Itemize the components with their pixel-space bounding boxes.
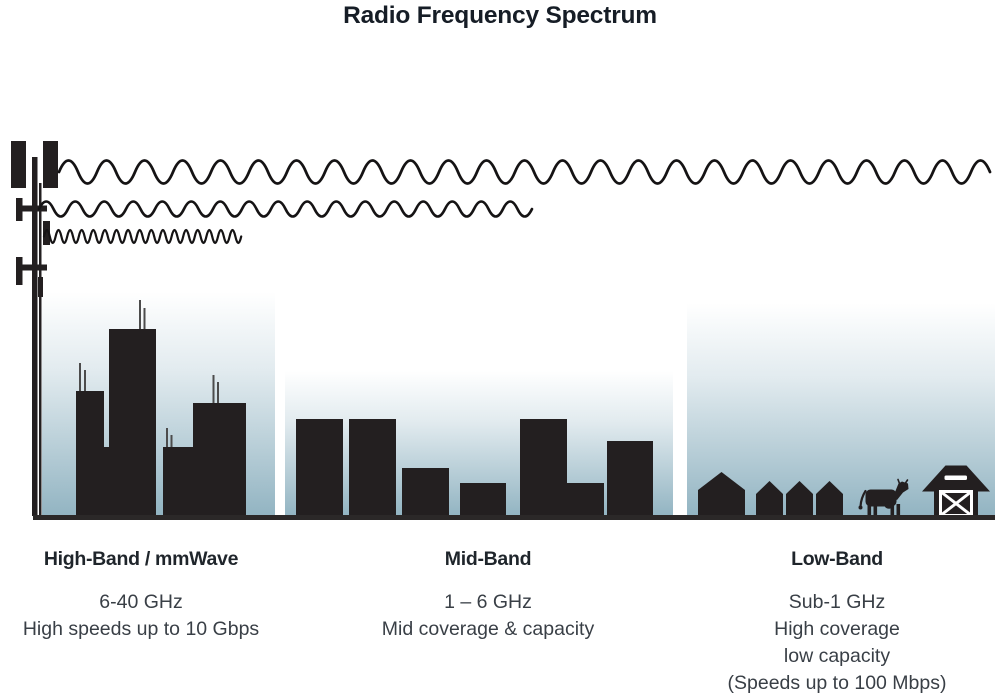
- ground-line: [33, 515, 995, 520]
- high-band-city-buildings: [76, 300, 246, 516]
- high-band-heading: High-Band / mmWave: [43, 548, 239, 570]
- low-band-description: low capacity: [783, 645, 891, 667]
- mid-band-wave-icon: [37, 200, 534, 218]
- page-title: Radio Frequency Spectrum: [343, 2, 657, 29]
- barn-icon: [922, 465, 990, 517]
- high-band-description: High speeds up to 10 Gbps: [22, 618, 260, 640]
- low-band-label-block: Low-Band Sub-1 GHz High coverage low cap…: [728, 548, 947, 697]
- low-band-frequency: Sub-1 GHz: [788, 591, 886, 613]
- cow-icon: [858, 478, 909, 518]
- low-band-description: High coverage: [774, 618, 900, 640]
- high-band-label-block: High-Band / mmWave 6-40 GHz High speeds …: [23, 548, 259, 643]
- mid-band-description: Mid coverage & capacity: [381, 618, 595, 640]
- low-band-rural-scene: [698, 465, 990, 518]
- mid-band-buildings: [296, 419, 653, 516]
- cell-tower-icon: [11, 141, 58, 516]
- low-band-wave-icon: [57, 159, 992, 185]
- house-icon: [698, 472, 745, 516]
- house-icon: [786, 481, 813, 516]
- low-band-speed-note: (Speeds up to 100 Mbps): [727, 672, 947, 694]
- high-band-frequency: 6-40 GHz: [99, 591, 183, 613]
- mid-band-label-block: Mid-Band 1 – 6 GHz Mid coverage & capaci…: [382, 548, 594, 643]
- house-icon: [756, 481, 783, 516]
- low-band-heading: Low-Band: [791, 548, 883, 570]
- mid-band-heading: Mid-Band: [444, 548, 532, 570]
- house-icon: [816, 481, 843, 516]
- high-band-wave-icon: [42, 228, 243, 245]
- mid-band-frequency: 1 – 6 GHz: [444, 591, 532, 613]
